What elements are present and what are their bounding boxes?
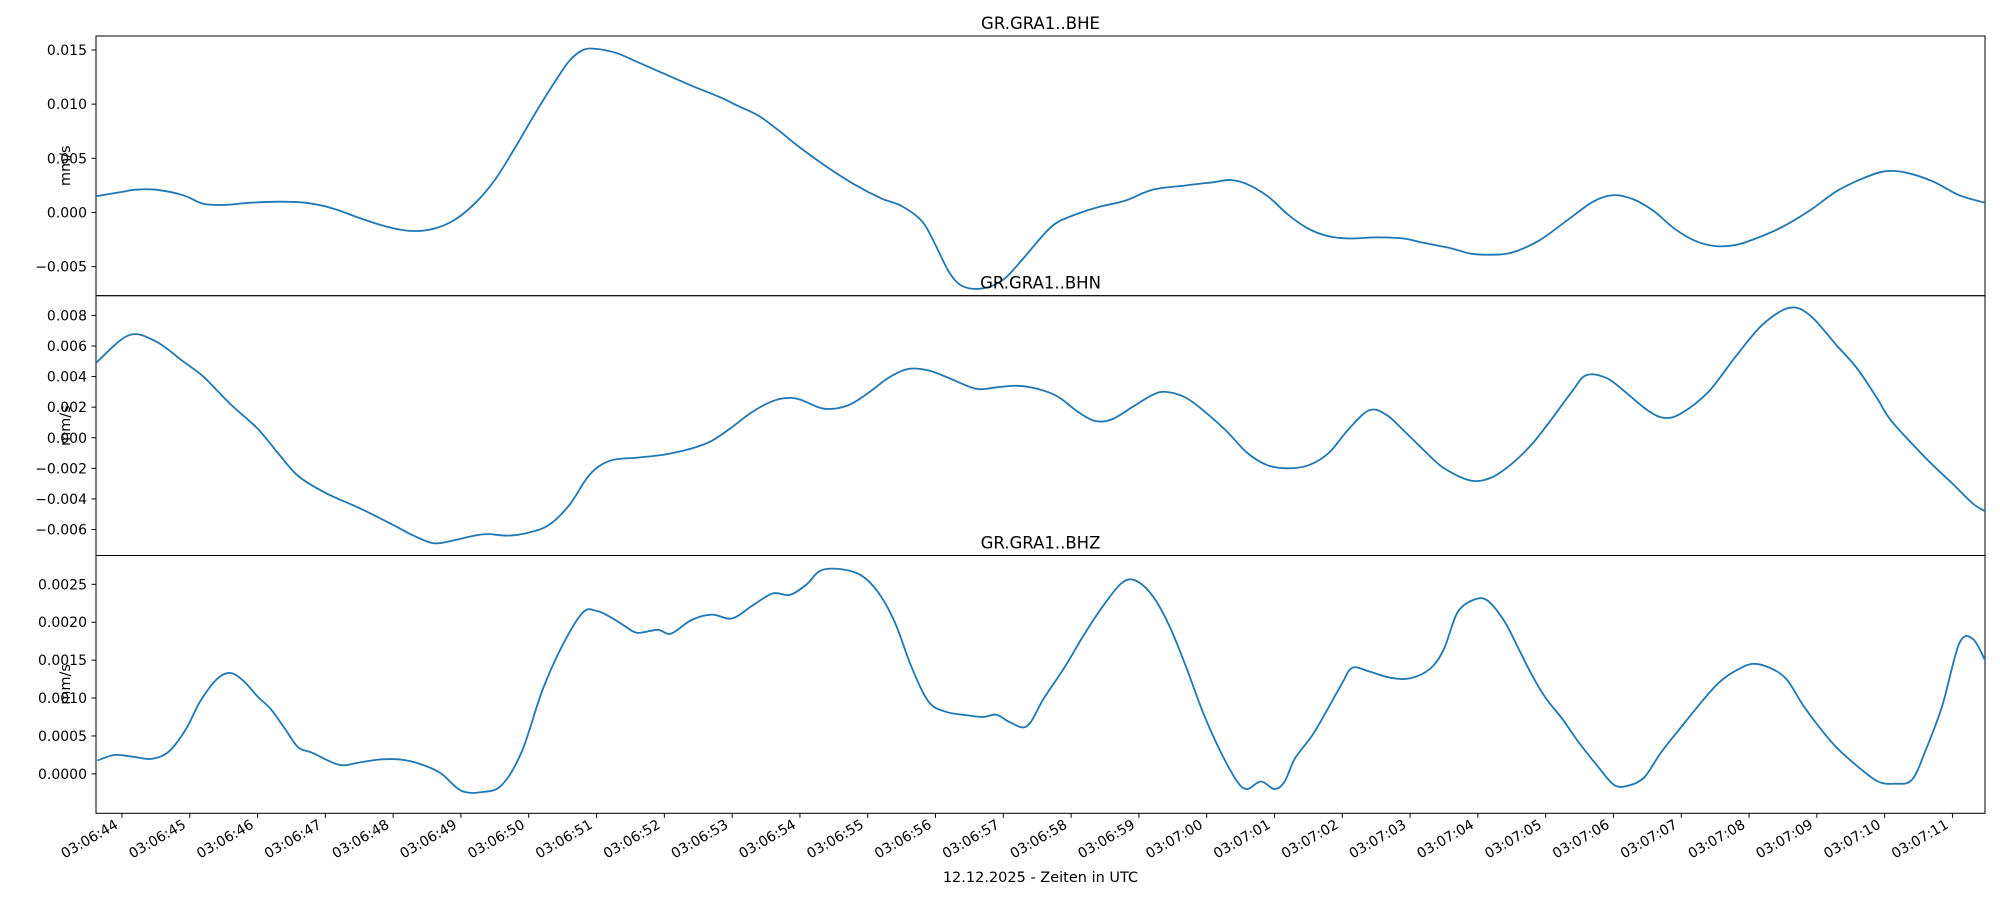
x-tick-label: 03:07:09	[1753, 817, 1815, 862]
waveform-bhn	[96, 306, 1985, 545]
y-tick-label-bhz: 0.0000	[38, 767, 87, 783]
x-tick-label: 03:06:49	[397, 817, 459, 862]
x-tick-label: 03:07:11	[1889, 817, 1951, 862]
waveform-bhz	[97, 567, 1985, 794]
y-tick-label-bhn: 0.000	[47, 431, 87, 447]
x-tick-label: 03:06:51	[533, 817, 595, 862]
x-tick-label: 03:06:45	[126, 817, 188, 862]
y-tick-label-bhn: −0.006	[35, 523, 87, 539]
x-tick-label: 03:06:47	[262, 817, 324, 862]
y-tick-label-bhn: 0.004	[47, 370, 87, 386]
x-tick-label: 03:07:06	[1550, 817, 1613, 862]
x-tick-label: 03:06:55	[804, 817, 866, 862]
x-tick-label: 03:07:05	[1482, 817, 1544, 862]
y-tick-label-bhe: 0.010	[47, 97, 87, 113]
y-tick-label-bhn: −0.002	[35, 461, 87, 477]
x-tick-label: 03:06:48	[330, 817, 392, 862]
x-tick-label: 03:07:00	[1143, 817, 1205, 862]
ylabel-bhe: mm/s	[58, 145, 74, 186]
title-bhe: GR.GRA1..BHE	[981, 14, 1100, 33]
x-tick-label: 03:06:59	[1075, 817, 1137, 862]
y-tick-label-bhz: 0.0005	[38, 729, 87, 745]
ylabel-bhn: mm/s	[58, 405, 74, 446]
panel-bhz: 0.0025 0.0020 0.0015 0.0010 0.0005 0.0000 mm/s…	[38, 534, 1986, 814]
waveform-bhe	[96, 47, 1985, 290]
title-bhn: GR.GRA1..BHN	[980, 274, 1101, 293]
x-tick-label: 03:07:04	[1414, 817, 1477, 862]
x-tick-label: 03:06:50	[465, 817, 527, 862]
x-tick-label: 03:06:57	[940, 817, 1002, 862]
x-tick-label: 03:06:53	[669, 817, 731, 862]
x-tick-label: 03:07:03	[1347, 817, 1409, 862]
y-tick-label-bhn: 0.002	[47, 400, 87, 416]
y-tick-label-bhz: 0.0020	[38, 615, 87, 631]
x-tick-label: 03:06:46	[194, 817, 257, 862]
ylabel-bhz: mm/s	[58, 664, 74, 705]
y-tick-label-bhz: 0.0015	[38, 653, 87, 669]
y-tick-label-bhe: −0.005	[35, 260, 87, 276]
panel-bhe: 0.015 0.010 0.005 0.000 −0.005 mm/s GR.GRA1..B…	[35, 14, 1986, 297]
title-bhz: GR.GRA1..BHZ	[981, 534, 1101, 553]
panel-border-bhz	[95, 555, 1986, 814]
y-tick-label-bhn: −0.004	[35, 492, 87, 508]
panel-bhn: 0.008 0.006 0.004 0.002 0.000 −0.002 −0.004 −0.…	[35, 274, 1986, 556]
y-tick-label-bhn: 0.008	[47, 308, 87, 324]
y-tick-label-bhn: 0.006	[47, 339, 87, 355]
x-tick-label: 03:07:02	[1279, 817, 1341, 862]
x-tick-label: 03:07:08	[1686, 817, 1748, 862]
y-tick-label-bhz: 0.0010	[38, 691, 87, 707]
y-tick-label-bhe: 0.005	[47, 151, 87, 167]
x-axis-label: 12.12.2025 - Zeiten in UTC	[943, 870, 1138, 886]
x-tick-label: 03:06:54	[736, 817, 799, 862]
x-tick-label: 03:07:10	[1821, 817, 1883, 862]
x-tick-label: 03:06:52	[601, 817, 663, 862]
panel-border-bhn	[95, 295, 1986, 556]
panel-border-bhe	[95, 35, 1986, 297]
y-tick-label-bhz: 0.0025	[38, 577, 87, 593]
y-tick-label-bhe: 0.015	[47, 43, 87, 59]
x-tick-label: 03:06:58	[1008, 817, 1070, 862]
x-tick-label: 03:06:44	[59, 817, 122, 862]
y-tick-label-bhe: 0.000	[47, 205, 87, 221]
x-tick-label: 03:06:56	[872, 817, 935, 862]
x-tick-label: 03:07:07	[1618, 817, 1680, 862]
x-tick-label: 03:07:01	[1211, 817, 1273, 862]
x-axis: 03:06:44 03:06:45 03:06:46 03:06:47 03:06:48…	[59, 813, 1953, 886]
